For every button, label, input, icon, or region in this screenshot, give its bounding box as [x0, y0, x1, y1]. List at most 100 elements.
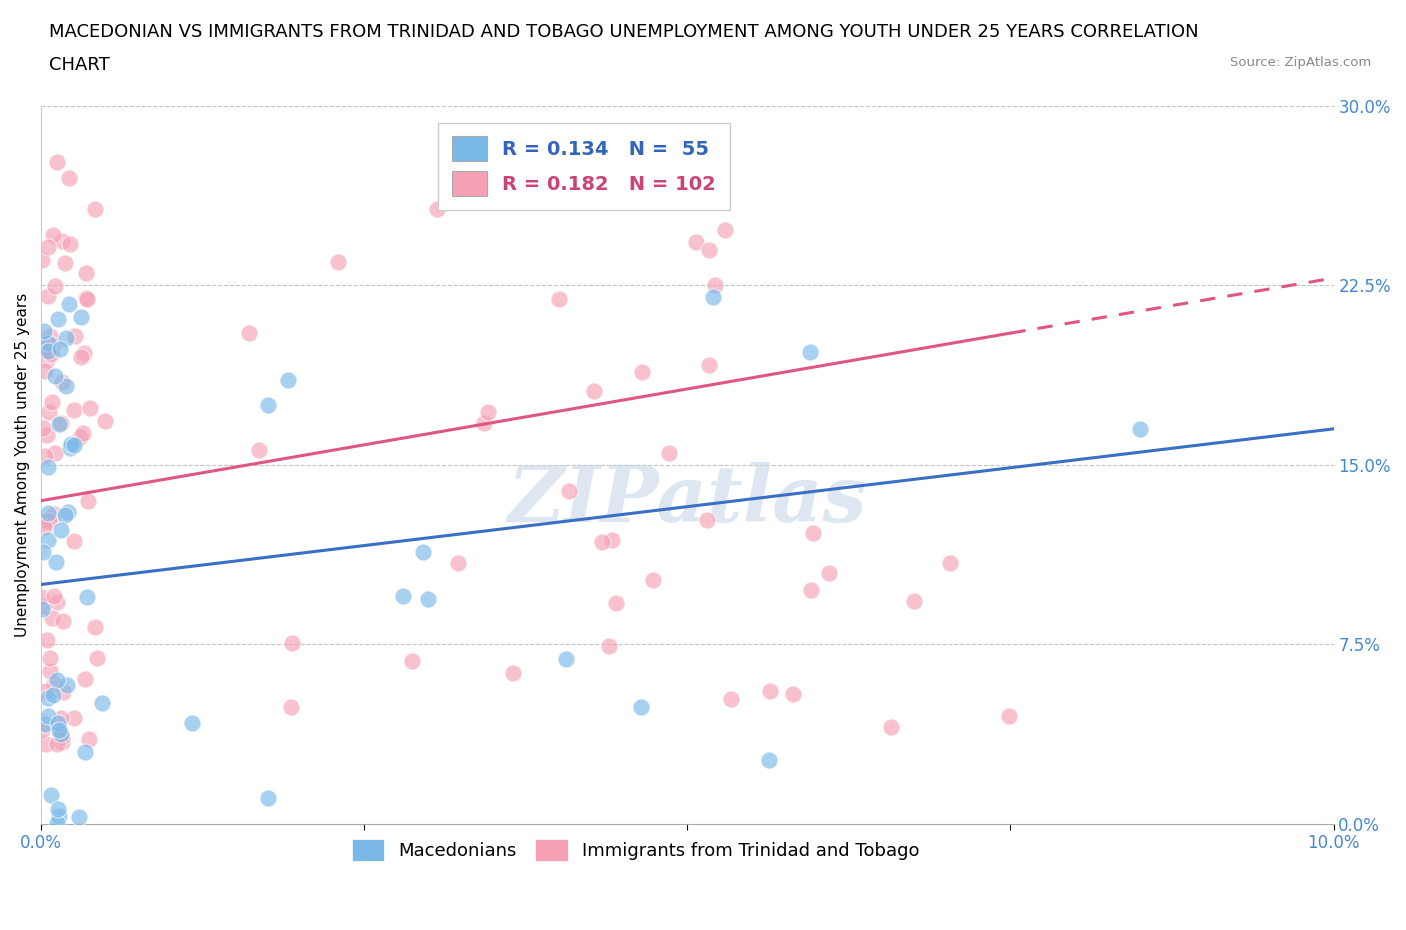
Point: [72, 426, 94, 441]
Point: [782, 687, 804, 702]
Point: [31, 601, 53, 616]
Point: [63, 438, 86, 453]
Point: [392, 589, 415, 604]
Point: [39, 347, 62, 362]
Point: [758, 752, 780, 767]
Point: [938, 555, 960, 570]
Point: [30, 590, 52, 604]
Point: [416, 591, 439, 606]
Point: [555, 652, 578, 667]
Point: [67, 809, 90, 824]
Point: [44, 677, 66, 692]
Point: [94, 413, 117, 428]
Point: [37, 336, 59, 351]
Point: [76, 291, 98, 306]
Point: [46, 802, 69, 817]
Point: [48, 417, 70, 432]
Point: [48, 723, 70, 737]
Point: [702, 290, 724, 305]
Point: [44, 445, 66, 460]
Point: [49, 726, 72, 741]
Point: [53, 255, 76, 270]
Point: [75, 265, 97, 280]
Point: [714, 223, 737, 238]
Text: MACEDONIAN VS IMMIGRANTS FROM TRINIDAD AND TOBAGO UNEMPLOYMENT AMONG YOUTH UNDER: MACEDONIAN VS IMMIGRANTS FROM TRINIDAD A…: [49, 23, 1199, 41]
Point: [77, 732, 100, 747]
Point: [31, 723, 53, 737]
Point: [69, 429, 91, 444]
Point: [502, 666, 524, 681]
Point: [631, 365, 654, 379]
Point: [35, 428, 58, 443]
Point: [685, 234, 707, 249]
Point: [73, 346, 96, 361]
Point: [558, 484, 581, 498]
Point: [247, 443, 270, 458]
Legend: Macedonians, Immigrants from Trinidad and Tobago: Macedonians, Immigrants from Trinidad an…: [344, 832, 927, 869]
Point: [412, 545, 434, 560]
Point: [46, 816, 69, 830]
Point: [803, 525, 825, 540]
Point: [76, 590, 98, 604]
Point: [42, 589, 65, 604]
Point: [32, 599, 55, 614]
Point: [59, 436, 82, 451]
Point: [34, 448, 56, 463]
Point: [1129, 421, 1152, 436]
Point: [32, 519, 55, 534]
Point: [44, 278, 66, 293]
Point: [49, 341, 72, 356]
Point: [38, 328, 60, 343]
Point: [42, 227, 65, 242]
Point: [548, 292, 571, 307]
Point: [880, 720, 903, 735]
Point: [59, 237, 82, 252]
Point: [696, 513, 718, 528]
Point: [38, 663, 60, 678]
Point: [697, 358, 720, 373]
Point: [56, 677, 79, 692]
Point: [426, 201, 449, 216]
Point: [32, 324, 55, 339]
Point: [697, 243, 720, 258]
Point: [58, 170, 80, 185]
Point: [35, 737, 58, 751]
Point: [903, 593, 925, 608]
Point: [34, 514, 56, 529]
Point: [591, 535, 613, 550]
Point: [44, 369, 66, 384]
Point: [31, 252, 53, 267]
Point: [38, 513, 60, 528]
Point: [63, 402, 86, 417]
Point: [37, 506, 59, 521]
Point: [328, 255, 350, 270]
Point: [641, 572, 664, 587]
Point: [39, 651, 62, 666]
Point: [59, 440, 82, 455]
Point: [51, 375, 73, 390]
Point: [35, 632, 58, 647]
Point: [37, 532, 59, 547]
Point: [46, 154, 69, 169]
Y-axis label: Unemployment Among Youth under 25 years: Unemployment Among Youth under 25 years: [15, 293, 30, 637]
Point: [76, 494, 98, 509]
Point: [583, 383, 606, 398]
Point: [51, 735, 73, 750]
Point: [630, 699, 652, 714]
Point: [474, 415, 496, 430]
Point: [83, 619, 105, 634]
Point: [37, 240, 59, 255]
Text: Source: ZipAtlas.com: Source: ZipAtlas.com: [1230, 56, 1371, 69]
Point: [38, 405, 60, 419]
Point: [79, 401, 101, 416]
Point: [37, 289, 59, 304]
Point: [84, 202, 107, 217]
Point: [41, 611, 63, 626]
Point: [49, 711, 72, 725]
Point: [49, 523, 72, 538]
Point: [55, 508, 77, 523]
Point: [598, 639, 620, 654]
Point: [257, 790, 280, 805]
Point: [37, 691, 59, 706]
Point: [58, 297, 80, 312]
